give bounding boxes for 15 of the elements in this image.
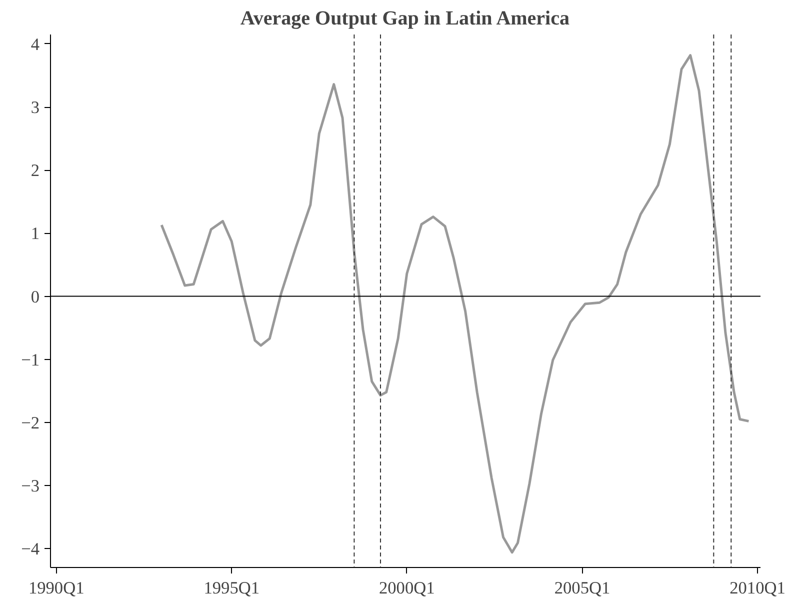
x-tick-label: 2000Q1 bbox=[378, 578, 435, 598]
y-tick-label: −3 bbox=[21, 476, 40, 496]
x-tick-label: 2010Q1 bbox=[730, 578, 786, 598]
y-tick-label: −1 bbox=[21, 350, 40, 370]
x-tick-label: 1990Q1 bbox=[28, 578, 84, 598]
y-tick-label: 1 bbox=[30, 224, 40, 244]
chart-title: Average Output Gap in Latin America bbox=[240, 8, 570, 30]
y-tick-label: 4 bbox=[30, 34, 40, 54]
y-tick-label: −2 bbox=[21, 413, 40, 432]
y-tick-label: 3 bbox=[30, 98, 40, 118]
x-tick-label: 1995Q1 bbox=[204, 578, 260, 598]
y-tick-label: −4 bbox=[21, 540, 40, 559]
y-tick-label: 0 bbox=[30, 287, 40, 306]
x-tick-label: 2005Q1 bbox=[554, 578, 610, 598]
y-tick-label: 2 bbox=[30, 161, 40, 180]
